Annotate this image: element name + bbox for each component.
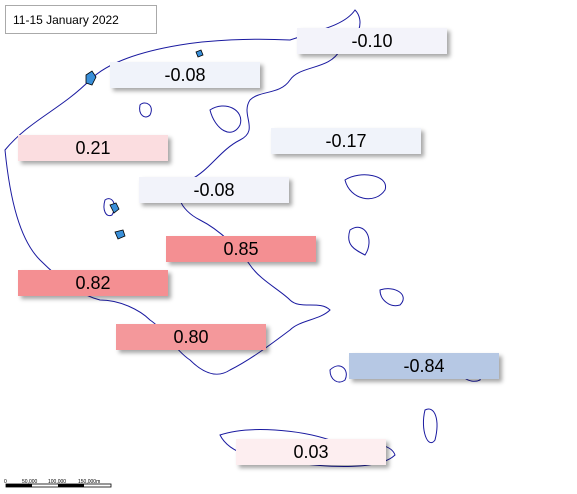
region-label: -0.84 — [349, 353, 499, 379]
scale-label: 0 — [4, 479, 7, 485]
region-label: 0.03 — [236, 439, 386, 465]
region-label: 0.82 — [18, 270, 168, 296]
scale-bar — [5, 483, 112, 488]
scale-label: 50,000 — [22, 479, 38, 485]
region-label: -0.08 — [110, 62, 260, 88]
islands — [85, 49, 204, 240]
map-title: 11-15 January 2022 — [5, 5, 157, 34]
region-label: -0.17 — [271, 128, 421, 154]
region-label: 0.21 — [18, 135, 168, 161]
region-label: 0.80 — [116, 324, 266, 350]
scale-label: 100,000 — [48, 479, 67, 485]
region-label: 0.85 — [166, 236, 316, 262]
scale-label: 150,000m — [78, 479, 101, 485]
region-label: -0.08 — [139, 177, 289, 203]
region-label: -0.10 — [297, 28, 447, 54]
